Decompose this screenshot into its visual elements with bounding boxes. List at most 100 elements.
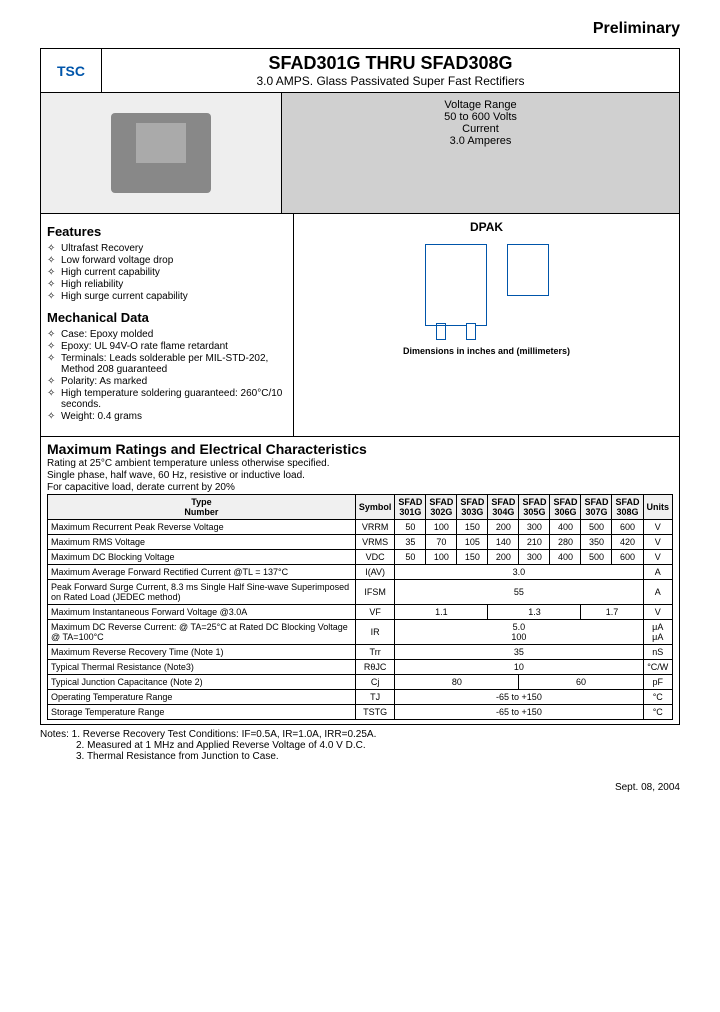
row-label: Maximum DC Reverse Current: @ TA=25°C at… (48, 620, 356, 645)
table-row: Maximum Recurrent Peak Reverse VoltageVR… (48, 520, 673, 535)
image-voltage-row: Voltage Range 50 to 600 Volts Current 3.… (41, 93, 679, 214)
table-header: SFAD306G (550, 495, 581, 520)
ratings-sub3: For capacitive load, derate current by 2… (47, 482, 673, 493)
row-value: 300 (519, 550, 550, 565)
row-value-span: -65 to +150 (395, 705, 643, 720)
row-unit: A (643, 580, 673, 605)
package-label: DPAK (300, 220, 673, 234)
ratings-sub1: Rating at 25°C ambient temperature unles… (47, 458, 673, 469)
row-value-group: 1.1 (395, 605, 488, 620)
row-symbol: VDC (355, 550, 395, 565)
table-header: Symbol (355, 495, 395, 520)
row-symbol: IFSM (355, 580, 395, 605)
ratings-section: Maximum Ratings and Electrical Character… (41, 436, 679, 724)
part-from: SFAD301G (268, 53, 360, 73)
row-value-group: 1.3 (488, 605, 581, 620)
table-header: SFAD303G (457, 495, 488, 520)
row-value: 100 (426, 520, 457, 535)
row-symbol: Cj (355, 675, 395, 690)
table-row: Maximum RMS VoltageVRMS35701051402102803… (48, 535, 673, 550)
table-row: Maximum Average Forward Rectified Curren… (48, 565, 673, 580)
row-unit: A (643, 565, 673, 580)
spec-table: TypeNumberSymbolSFAD301GSFAD302GSFAD303G… (47, 494, 673, 720)
feature-item: High reliability (61, 279, 287, 290)
row-value: 500 (581, 520, 612, 535)
row-unit: °C (643, 690, 673, 705)
dimensions-note: Dimensions in inches and (millimeters) (300, 346, 673, 356)
row-symbol: VRRM (355, 520, 395, 535)
row-value: 100 (426, 550, 457, 565)
mechanical-heading: Mechanical Data (47, 310, 287, 325)
tsc-logo: TSC (57, 63, 85, 79)
row-unit: pF (643, 675, 673, 690)
table-row: Peak Forward Surge Current, 8.3 ms Singl… (48, 580, 673, 605)
table-header: SFAD308G (612, 495, 643, 520)
row-unit: V (643, 605, 673, 620)
note-2: 2. Measured at 1 MHz and Applied Reverse… (40, 740, 680, 751)
table-row: Storage Temperature RangeTSTG-65 to +150… (48, 705, 673, 720)
row-value: 280 (550, 535, 581, 550)
features-list: Ultrafast RecoveryLow forward voltage dr… (47, 243, 287, 302)
table-row: Maximum DC Reverse Current: @ TA=25°C at… (48, 620, 673, 645)
package-drawing (300, 244, 673, 326)
row-value-span: -65 to +150 (395, 690, 643, 705)
row-value: 350 (581, 535, 612, 550)
row-label: Maximum Recurrent Peak Reverse Voltage (48, 520, 356, 535)
features-column: Features Ultrafast RecoveryLow forward v… (41, 214, 294, 436)
row-value: 420 (612, 535, 643, 550)
chip-illustration (111, 113, 211, 193)
row-label: Maximum RMS Voltage (48, 535, 356, 550)
row-symbol: IR (355, 620, 395, 645)
row-value: 600 (612, 550, 643, 565)
row-value-span: 5.0 100 (395, 620, 643, 645)
row-value-group: 1.7 (581, 605, 643, 620)
row-label: Storage Temperature Range (48, 705, 356, 720)
table-header: SFAD302G (426, 495, 457, 520)
row-value: 35 (395, 535, 426, 550)
part-subtitle: 3.0 AMPS. Glass Passivated Super Fast Re… (106, 74, 675, 88)
row-value-span: 3.0 (395, 565, 643, 580)
note-1: Notes: 1. Reverse Recovery Test Conditio… (40, 729, 680, 740)
row-value: 140 (488, 535, 519, 550)
row-value-group: 80 (395, 675, 519, 690)
row-value: 150 (457, 550, 488, 565)
feature-item: Ultrafast Recovery (61, 243, 287, 254)
row-value: 50 (395, 550, 426, 565)
row-symbol: VF (355, 605, 395, 620)
feature-item: Low forward voltage drop (61, 255, 287, 266)
row-label: Peak Forward Surge Current, 8.3 ms Singl… (48, 580, 356, 605)
package-side-view (507, 244, 549, 296)
feature-item: High surge current capability (61, 291, 287, 302)
row-value: 300 (519, 520, 550, 535)
voltage-line4: 3.0 Amperes (288, 135, 673, 147)
title-cell: SFAD301G THRU SFAD308G 3.0 AMPS. Glass P… (102, 49, 679, 92)
ratings-heading: Maximum Ratings and Electrical Character… (47, 441, 673, 457)
row-value-span: 55 (395, 580, 643, 605)
mechanical-item: Weight: 0.4 grams (61, 411, 287, 422)
row-unit: °C/W (643, 660, 673, 675)
row-symbol: TSTG (355, 705, 395, 720)
mechanical-item: Case: Epoxy molded (61, 329, 287, 340)
row-value: 70 (426, 535, 457, 550)
row-value: 400 (550, 550, 581, 565)
part-to: SFAD308G (421, 53, 513, 73)
footer-date: Sept. 08, 2004 (40, 782, 680, 793)
table-header: SFAD305G (519, 495, 550, 520)
table-header: SFAD301G (395, 495, 426, 520)
row-symbol: TJ (355, 690, 395, 705)
row-unit: μA μA (643, 620, 673, 645)
ratings-sub2: Single phase, half wave, 60 Hz, resistiv… (47, 470, 673, 481)
row-value: 600 (612, 520, 643, 535)
row-symbol: Trr (355, 645, 395, 660)
row-value: 150 (457, 520, 488, 535)
logo-cell: TSC (41, 49, 102, 92)
preliminary-label: Preliminary (40, 20, 680, 38)
row-label: Maximum DC Blocking Voltage (48, 550, 356, 565)
row-value: 105 (457, 535, 488, 550)
mechanical-item: Polarity: As marked (61, 376, 287, 387)
table-row: Maximum Reverse Recovery Time (Note 1)Tr… (48, 645, 673, 660)
row-value: 500 (581, 550, 612, 565)
row-value-group: 60 (519, 675, 643, 690)
mechanical-item: Epoxy: UL 94V-O rate flame retardant (61, 341, 287, 352)
row-unit: V (643, 535, 673, 550)
